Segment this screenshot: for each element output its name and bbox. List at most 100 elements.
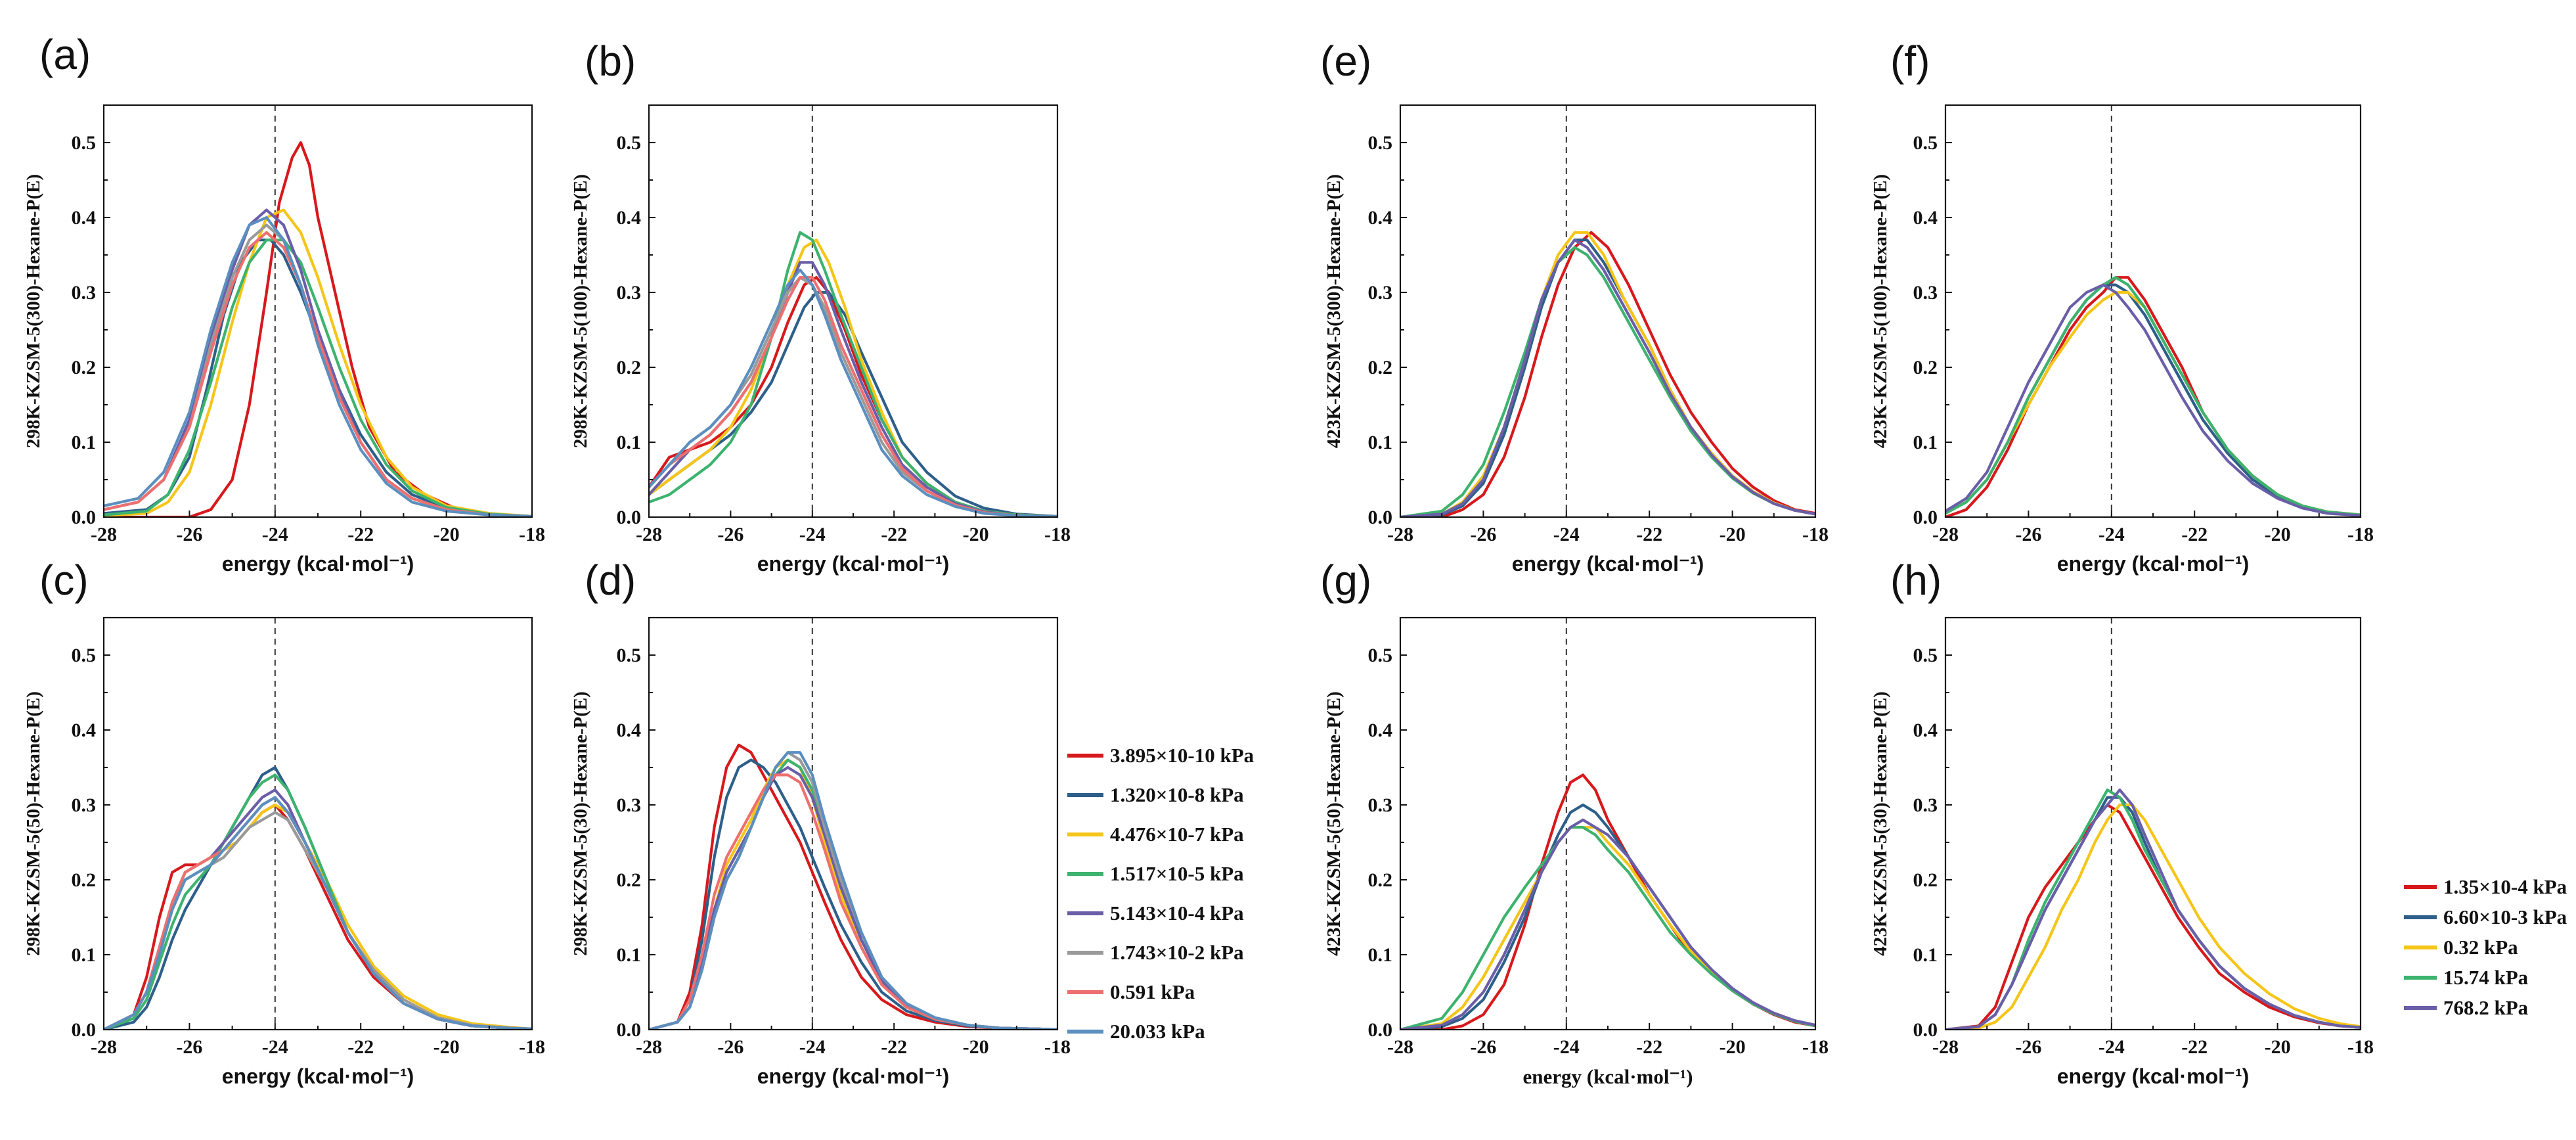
legend-label: 15.74 kPa bbox=[2443, 966, 2529, 989]
y-tick-label: 0.2 bbox=[72, 357, 97, 378]
y-tick-label: 0.5 bbox=[617, 645, 642, 666]
x-tick-label: -18 bbox=[2347, 524, 2374, 545]
x-tick-label: -28 bbox=[1932, 524, 1959, 545]
y-tick-label: 0.3 bbox=[72, 794, 97, 816]
x-tick-label: -22 bbox=[881, 524, 907, 545]
series-line-4 bbox=[1945, 283, 2361, 517]
y-tick-label: 0.0 bbox=[1368, 1019, 1393, 1041]
y-tick-label: 0.4 bbox=[617, 719, 642, 741]
plot-frame bbox=[648, 104, 1059, 518]
y-tick-label: 0.3 bbox=[617, 282, 642, 304]
legend-label: 1.743×10-2 kPa bbox=[1110, 941, 1244, 964]
series-line-2 bbox=[1400, 826, 1815, 1030]
x-tick-label: -26 bbox=[717, 1036, 744, 1058]
series-group bbox=[104, 141, 532, 517]
panel-label: (e) bbox=[1320, 37, 1371, 85]
legend-298K: 3.895×10-10 kPa 1.320×10-8 kPa 4.476×10-7 … bbox=[1067, 744, 1255, 1043]
y-tick-label: 0.3 bbox=[617, 794, 642, 816]
y-tick-label: 0.4 bbox=[1368, 207, 1393, 229]
y-tick-label: 0.5 bbox=[617, 132, 642, 154]
series-line-0 bbox=[1400, 231, 1815, 517]
y-axis-title: 298K-KZSM-5(50)-Hexane-P(E) bbox=[23, 691, 44, 956]
y-axis-title: 423K-KZSM-5(50)-Hexane-P(E) bbox=[1323, 691, 1344, 956]
series-group bbox=[649, 743, 1057, 1030]
y-tick-label: 0.3 bbox=[72, 282, 97, 304]
x-tick-label: -20 bbox=[963, 1036, 989, 1058]
x-tick-label: -26 bbox=[1470, 524, 1496, 545]
plot-frame bbox=[1399, 616, 1817, 1031]
panel-label: (d) bbox=[585, 557, 636, 604]
x-tick-label: -18 bbox=[1044, 524, 1071, 545]
y-axis-title: 298K-KZSM-5(100)-Hexane-P(E) bbox=[570, 174, 591, 448]
y-tick-label: 0.3 bbox=[1913, 794, 1938, 816]
legend-label: 4.476×10-7 kPa bbox=[1110, 823, 1244, 846]
plot-frame bbox=[648, 616, 1059, 1031]
y-axis-title: 423K-KZSM-5(100)-Hexane-P(E) bbox=[1870, 174, 1891, 448]
x-axis-title: energy (kcal·mol⁻¹) bbox=[222, 552, 414, 576]
panel-label: (g) bbox=[1320, 557, 1371, 604]
x-tick-label: -18 bbox=[1802, 1036, 1829, 1058]
y-tick-label: 0.0 bbox=[617, 1019, 642, 1041]
y-tick-label: 0.4 bbox=[72, 207, 97, 229]
y-tick-label: 0.2 bbox=[617, 869, 642, 891]
x-tick-label: -28 bbox=[636, 524, 662, 545]
x-tick-label: -22 bbox=[2181, 524, 2208, 545]
legend-423K: 1.35×10-4 kPa 6.60×10-3 kPa 0.32 kPa 15.74 … bbox=[2404, 875, 2567, 1019]
y-tick-label: 0.1 bbox=[1913, 944, 1938, 966]
y-tick-label: 0.1 bbox=[1913, 432, 1938, 453]
y-tick-label: 0.1 bbox=[617, 944, 642, 966]
x-tick-label: -24 bbox=[262, 1036, 288, 1058]
x-tick-label: -22 bbox=[1636, 524, 1662, 545]
y-tick-label: 0.5 bbox=[72, 645, 97, 666]
x-axis-title: energy (kcal·mol⁻¹) bbox=[757, 552, 950, 576]
legend-label: 0.32 kPa bbox=[2443, 936, 2518, 959]
panel-label: (f) bbox=[1890, 37, 1930, 85]
x-tick-label: -20 bbox=[1720, 1036, 1746, 1058]
x-tick-label: -24 bbox=[2099, 524, 2125, 545]
series-line-4 bbox=[1945, 788, 2361, 1030]
legend-label: 768.2 kPa bbox=[2443, 996, 2529, 1019]
series-group bbox=[649, 231, 1057, 517]
x-tick-label: -22 bbox=[2181, 1036, 2208, 1058]
series-line-6 bbox=[649, 773, 1057, 1030]
legend-label: 3.895×10-10 kPa bbox=[1110, 744, 1255, 767]
x-tick-label: -24 bbox=[1553, 524, 1580, 545]
plot-frame bbox=[1399, 104, 1817, 518]
legend-label: 0.591 kPa bbox=[1110, 980, 1195, 1003]
legend-label: 6.60×10-3 kPa bbox=[2443, 905, 2567, 928]
y-tick-label: 0.1 bbox=[72, 944, 97, 966]
series-line-1 bbox=[649, 758, 1057, 1030]
y-tick-label: 0.0 bbox=[1913, 507, 1938, 528]
x-tick-label: -26 bbox=[2015, 524, 2041, 545]
x-tick-label: -28 bbox=[636, 1036, 662, 1058]
x-tick-label: -20 bbox=[433, 524, 460, 545]
y-tick-label: 0.5 bbox=[1913, 132, 1938, 154]
x-axis-title: energy (kcal·mol⁻¹) bbox=[222, 1064, 414, 1088]
y-tick-label: 0.4 bbox=[1913, 719, 1938, 741]
x-axis-title: energy (kcal·mol⁻¹) bbox=[1523, 1065, 1693, 1088]
y-tick-label: 0.2 bbox=[617, 357, 642, 378]
y-tick-label: 0.0 bbox=[1368, 507, 1393, 528]
panel-e: (e) -28 -26 -24 -22 -20 -18 0.0 0.1 0.2 0.3 0.4 0.5 e… bbox=[1320, 37, 1829, 576]
series-line-0 bbox=[1945, 276, 2361, 517]
plot-frame bbox=[102, 616, 533, 1031]
x-tick-label: -20 bbox=[1720, 524, 1746, 545]
series-group bbox=[1400, 231, 1815, 517]
x-tick-label: -18 bbox=[1044, 1036, 1071, 1058]
x-tick-label: -18 bbox=[519, 1036, 545, 1058]
y-tick-label: 0.4 bbox=[1368, 719, 1393, 741]
series-line-3 bbox=[649, 231, 1057, 517]
x-axis-title: energy (kcal·mol⁻¹) bbox=[2057, 1064, 2250, 1088]
legend-label: 1.35×10-4 kPa bbox=[2443, 875, 2567, 898]
y-tick-label: 0.4 bbox=[72, 719, 97, 741]
x-tick-label: -22 bbox=[1636, 1036, 1662, 1058]
x-tick-label: -24 bbox=[262, 524, 288, 545]
series-group bbox=[1945, 788, 2361, 1030]
panel-d: (d) -28 -26 -24 -22 -20 -18 0.0 0.1 0.2 0.3 0.4 0.5 e… bbox=[570, 557, 1071, 1088]
y-tick-label: 0.4 bbox=[617, 207, 642, 229]
x-tick-label: -18 bbox=[1802, 524, 1829, 545]
x-tick-label: -24 bbox=[1553, 1036, 1580, 1058]
y-axis-title: 423K-KZSM-5(30)-Hexane-P(E) bbox=[1870, 691, 1891, 956]
y-tick-label: 0.2 bbox=[1368, 869, 1393, 891]
series-group bbox=[1945, 276, 2361, 517]
